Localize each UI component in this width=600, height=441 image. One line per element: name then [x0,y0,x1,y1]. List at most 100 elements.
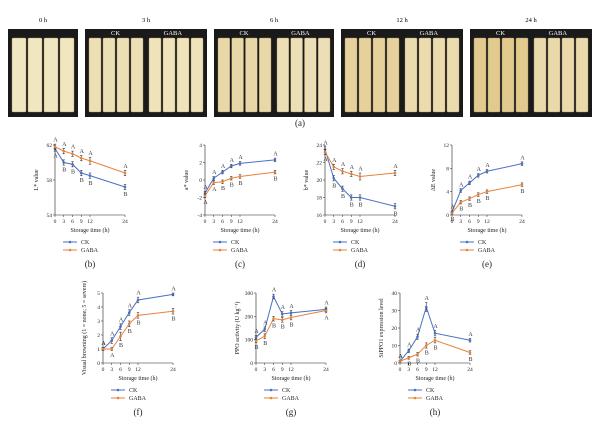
x-axis-title: Storage time (h) [71,227,110,234]
potato-strip [102,37,116,113]
x-tick-label: 3 [110,367,113,373]
potato-strip [372,37,386,113]
data-point [212,181,216,184]
x-tick-label: 0 [102,367,105,373]
significance-letter: A [407,343,412,349]
x-tick-label: 12 [135,367,141,373]
data-point [358,175,362,178]
legend-label: GABA [351,248,369,254]
potato-strip [318,37,331,113]
significance-letter: B [433,345,437,351]
legend-swatch-marker [338,240,342,244]
potato-strip [344,37,358,113]
data-point [485,190,489,193]
legend-label: GABA [81,248,99,254]
x-tick-label: 6 [71,219,74,225]
x-axis-title: Storage time (h) [119,375,158,382]
significance-letter: B [281,325,285,331]
x-tick-label: 0 [54,219,57,225]
legend-swatch-marker [269,396,273,400]
legend: CK GABA [408,388,444,402]
y-tick-label: 100 [245,338,254,344]
data-point [393,171,397,175]
significance-letter: B [171,317,175,323]
y-tick-label: 0 [394,361,397,367]
legend: CK GABA [111,388,147,402]
data-point [238,162,242,165]
data-point [433,338,437,342]
significance-letter: B [358,203,362,209]
legend-swatch-marker [68,240,72,244]
y-axis-title: Visual browning (1 = none; 5 = severe) [81,281,88,375]
significance-letter: A [254,329,259,335]
data-point [289,311,293,315]
y-axis-title: StPPO1 expression level [379,298,385,358]
significance-letter: A [62,142,67,148]
significance-letter: A [324,301,329,307]
x-tick-label: 9 [128,367,131,373]
significance-letter: A [323,157,328,163]
data-point [229,176,233,180]
data-point [341,169,344,173]
y-tick-label: 3 [97,319,100,325]
significance-letter: B [254,345,258,351]
potato-strip [446,37,460,113]
data-point [433,331,437,335]
x-tick-label: 0 [399,367,402,373]
data-point [62,149,66,153]
data-point [485,169,489,173]
data-point [171,309,175,313]
series-line [399,339,471,362]
significance-letter: A [324,315,329,321]
significance-letter: A [358,167,363,173]
data-point [476,174,480,177]
data-point [424,344,428,347]
potato-strip [259,37,272,113]
data-point [136,298,140,302]
data-point [407,349,411,353]
significance-letter: A [459,182,464,188]
photo-row: 0 h 3 h CK GABA 6 h CK GABA 12 h CK GABA 24 h CK GAB… [8,17,592,117]
data-point [119,325,122,328]
x-tick-label: 3 [62,219,65,225]
significance-letter: A [425,296,430,302]
significance-letter: A [171,287,176,293]
y-tick-label: 2 [199,161,202,167]
significance-letter: B [272,324,276,330]
significance-letter: B [136,321,140,327]
significance-letter: B [341,194,345,200]
potato-strip [404,37,418,113]
y-axis-title: a* value [184,170,190,190]
significance-letter: A [263,320,268,326]
data-point [119,335,122,338]
series-line [399,305,471,362]
data-point [468,351,472,354]
x-tick-label: 24 [170,367,176,373]
significance-letter: A [80,149,85,155]
data-point [136,314,140,317]
x-tick-label: 3 [212,219,215,225]
x-tick-label: 6 [341,219,344,225]
significance-letter: B [450,217,454,223]
potato-strip [162,37,176,113]
significance-letter: B [468,357,472,363]
y-tick-label: 18 [317,196,323,202]
data-point [127,311,131,314]
x-axis-title: Storage time (h) [272,375,311,382]
significance-letter: B [485,196,489,202]
potato-strip [116,37,130,113]
x-tick-label: 12 [237,219,243,225]
x-tick-label: 0 [324,219,327,225]
legend-label: GABA [426,396,444,402]
significance-letter: A [433,324,438,330]
significance-letter: B [425,351,429,357]
significance-letter: A [71,145,76,151]
x-tick-label: 12 [87,219,93,225]
potato-strip [533,37,547,113]
